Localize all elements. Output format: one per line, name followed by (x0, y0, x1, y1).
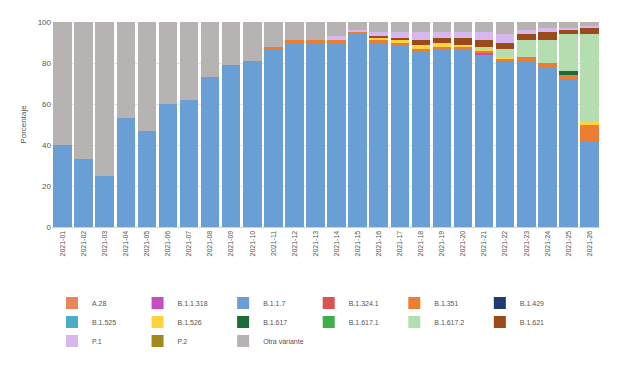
svg-text:2021-22: 2021-22 (501, 231, 508, 257)
svg-text:2021-16: 2021-16 (375, 231, 382, 257)
svg-text:2021-04: 2021-04 (122, 231, 129, 257)
svg-text:2021-09: 2021-09 (227, 231, 234, 257)
svg-text:2021-10: 2021-10 (249, 231, 256, 257)
svg-text:2021-20: 2021-20 (459, 231, 466, 257)
svg-text:2021-23: 2021-23 (523, 231, 530, 257)
svg-text:B.1.429: B.1.429 (520, 300, 544, 307)
svg-text:B.1.526: B.1.526 (178, 319, 202, 326)
svg-text:2021-11: 2021-11 (270, 231, 277, 256)
svg-text:2021-19: 2021-19 (438, 231, 445, 257)
svg-text:0: 0 (47, 223, 52, 232)
svg-text:2021-14: 2021-14 (333, 231, 340, 257)
svg-text:B.1.617.1: B.1.617.1 (349, 319, 379, 326)
svg-text:B.1.351: B.1.351 (434, 300, 458, 307)
svg-text:2021-12: 2021-12 (291, 231, 298, 257)
svg-text:60: 60 (42, 100, 51, 109)
svg-text:B.1.525: B.1.525 (92, 319, 116, 326)
svg-text:A.28: A.28 (92, 300, 107, 307)
svg-text:B.1.1.7: B.1.1.7 (263, 300, 285, 307)
svg-text:B.1.324.1: B.1.324.1 (349, 300, 379, 307)
svg-text:P.1: P.1 (92, 338, 102, 345)
svg-text:B.1.1.318: B.1.1.318 (178, 300, 208, 307)
svg-text:100: 100 (38, 18, 52, 27)
svg-text:B.1.617: B.1.617 (263, 319, 287, 326)
svg-text:B.1.621: B.1.621 (520, 319, 544, 326)
svg-text:Porcentaje: Porcentaje (19, 105, 28, 144)
svg-text:20: 20 (42, 182, 51, 191)
svg-text:Otra variante: Otra variante (263, 338, 304, 345)
svg-text:2021-25: 2021-25 (565, 231, 572, 257)
svg-text:2021-02: 2021-02 (80, 231, 87, 257)
svg-text:2021-05: 2021-05 (143, 231, 150, 257)
svg-text:2021-01: 2021-01 (59, 231, 66, 257)
svg-text:2021-13: 2021-13 (312, 231, 319, 257)
svg-text:2021-06: 2021-06 (164, 231, 171, 257)
svg-text:B.1.617.2: B.1.617.2 (434, 319, 464, 326)
svg-text:2021-24: 2021-24 (544, 231, 551, 257)
svg-text:P.2: P.2 (178, 338, 188, 345)
svg-text:40: 40 (42, 141, 51, 150)
svg-text:2021-21: 2021-21 (480, 231, 487, 257)
svg-text:2021-17: 2021-17 (396, 231, 403, 257)
svg-text:80: 80 (42, 59, 51, 68)
svg-text:2021-07: 2021-07 (185, 231, 192, 257)
svg-text:2021-08: 2021-08 (206, 231, 213, 257)
svg-text:2021-15: 2021-15 (354, 231, 361, 257)
svg-text:2021-26: 2021-26 (586, 231, 593, 257)
svg-text:2021-18: 2021-18 (417, 231, 424, 257)
svg-text:2021-03: 2021-03 (101, 231, 108, 257)
